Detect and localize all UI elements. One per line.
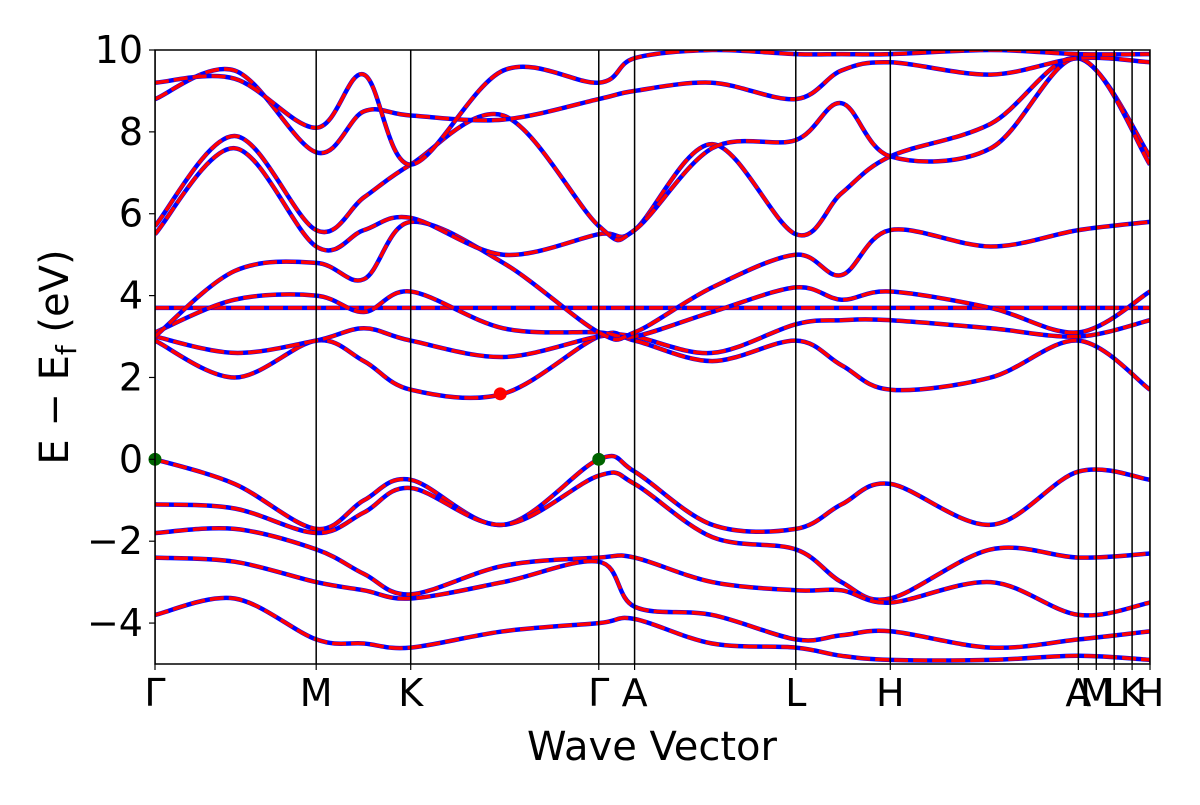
y-axis-label-main: E − E [32, 355, 78, 465]
x-tick-label-1: M [300, 671, 333, 715]
x-tick-label-9: L [1104, 671, 1125, 715]
y-tick-label-5: 6 [119, 192, 143, 236]
y-tick-label-0: −4 [87, 601, 143, 645]
y-axis-label: E − Ef (eV) [32, 249, 83, 464]
vbm-marker-1 [592, 452, 606, 466]
y-tick-label-1: −2 [87, 519, 143, 563]
y-tick-label-6: 8 [119, 110, 143, 154]
plot-frame [154, 49, 1151, 665]
band-spin-down-3 [155, 555, 1150, 650]
x-tick-label-8: M [1080, 671, 1113, 715]
y-tick-label-2: 0 [119, 437, 143, 481]
y-tick-label-3: 2 [119, 355, 143, 399]
band-spin-down-6 [155, 317, 1150, 359]
band-spin-down-5 [155, 331, 1150, 400]
x-tick-label-2: K [398, 671, 424, 715]
band-spin-down-2 [155, 526, 1150, 618]
y-axis-label-subscript: f [50, 344, 83, 355]
x-axis-label: Wave Vector [527, 724, 778, 770]
k-point-lines [155, 50, 1150, 664]
x-tick-label-10: K [1120, 671, 1146, 715]
y-axis-label-unit: (eV) [32, 249, 78, 345]
x-tick-label-0: Γ [144, 671, 165, 715]
x-tick-label-4: A [622, 671, 648, 715]
cbm-marker-2 [493, 387, 507, 401]
extrema-markers [148, 387, 606, 466]
y-tick-label-4: 4 [119, 274, 143, 318]
band-spin-down-0 [155, 454, 1150, 534]
band-spin-down-13 [155, 50, 1150, 167]
y-tick-label-7: 10 [95, 28, 143, 72]
x-tick-label-5: L [785, 671, 806, 715]
x-tick-label-7: A [1065, 671, 1091, 715]
x-tick-label-6: H [876, 671, 905, 715]
y-axis: −4 −2 0 2 4 6 8 10 [87, 28, 155, 645]
x-tick-label-3: Γ [588, 671, 609, 715]
x-tick-label-11: H [1136, 671, 1165, 715]
